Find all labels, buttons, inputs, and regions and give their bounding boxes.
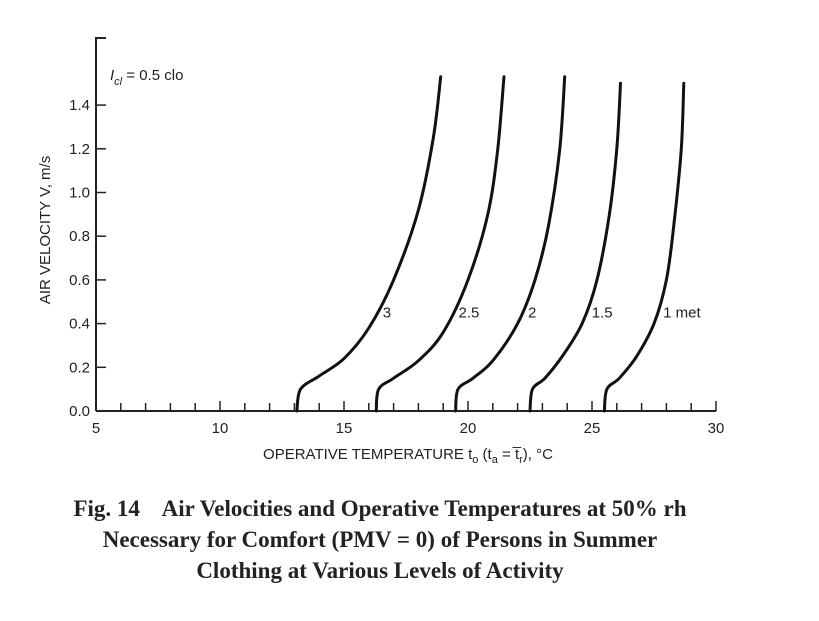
x-axis-title: OPERATIVE TEMPERATURE to (ta = t̅r), °C [263,446,553,466]
clothing-annotation: Icl = 0.5 clo [110,67,183,88]
y-tick-label-4: 0.8 [69,228,90,245]
x-tick-label-5: 30 [708,420,725,437]
x-tick-label-2: 15 [336,420,353,437]
series-line-1 [376,77,504,411]
y-tick-label-3: 0.6 [69,272,90,289]
y-axis-title: AIR VELOCITY V, m/s [37,156,54,304]
y-tick-label-2: 0.4 [69,316,90,333]
y-tick-label-5: 1.0 [69,185,90,202]
series-label-0: 3 [383,305,391,322]
y-tick-label-7: 1.4 [69,97,90,114]
chart-series-layer: 3 2.5 2 1.5 1 met [297,77,702,411]
x-tick-label-1: 10 [212,420,229,437]
y-axis-line [96,38,106,411]
series-line-2 [456,77,565,411]
series-label-4: 1 met [663,305,701,322]
x-tick-label-3: 20 [460,420,477,437]
caption-line-1: Fig. 14 Air Velocities and Operative Tem… [0,493,760,524]
series-line-4 [604,83,683,411]
figure-caption: Fig. 14 Air Velocities and Operative Tem… [0,493,760,586]
caption-line-2: Necessary for Comfort (PMV = 0) of Perso… [0,524,760,555]
series-label-2: 2 [528,305,536,322]
y-tick-label-6: 1.2 [69,141,90,158]
comfort-chart: 0.0 0.2 0.4 0.6 0.8 1.0 1.2 1.4 5 10 15 20 25 30 3 2.5… [0,0,819,490]
caption-line-3: Clothing at Various Levels of Activity [0,555,760,586]
series-label-3: 1.5 [592,305,613,322]
y-tick-label-1: 0.2 [69,359,90,376]
y-tick-label-0: 0.0 [69,403,90,420]
x-tick-label-4: 25 [584,420,601,437]
x-tick-label-0: 5 [92,420,100,437]
series-label-1: 2.5 [459,305,480,322]
